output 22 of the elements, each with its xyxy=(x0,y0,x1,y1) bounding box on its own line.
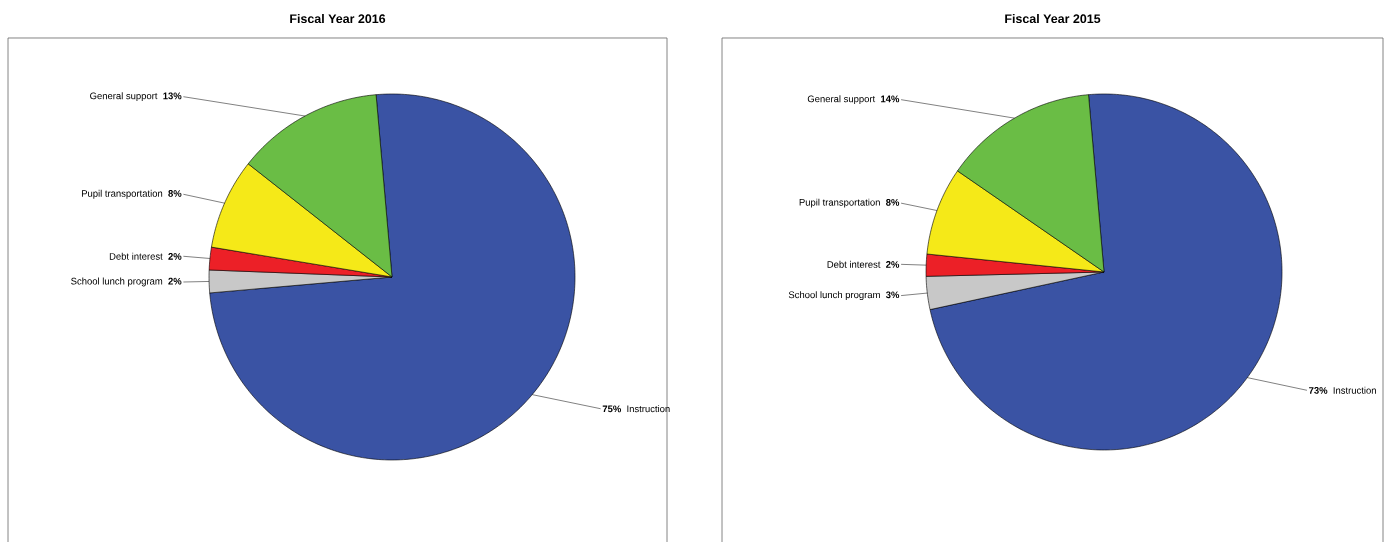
chart-title: Fiscal Year 2015 xyxy=(1005,13,1101,23)
slice-label: Debt interest xyxy=(827,260,881,268)
slice-label: General support xyxy=(90,92,158,101)
data-label: 75% xyxy=(602,405,622,413)
data-label: 8% xyxy=(168,189,182,197)
chart-title: Fiscal Year 2016 xyxy=(290,13,386,23)
slice-label: School lunch program xyxy=(788,290,880,300)
slice-label: Pupil transportation xyxy=(81,189,163,199)
data-label: 2% xyxy=(886,260,900,268)
slice-label: Pupil transportation xyxy=(799,198,880,208)
data-label: 2% xyxy=(168,277,182,285)
slice-label: Instruction xyxy=(1333,386,1376,394)
data-label: 13% xyxy=(163,92,182,100)
slice-label: General support xyxy=(807,95,876,104)
slice-label: Debt interest xyxy=(109,252,163,260)
data-label: 14% xyxy=(881,95,900,103)
data-label: 3% xyxy=(885,291,900,298)
data-label: 73% xyxy=(1309,386,1328,394)
data-label: 8% xyxy=(886,198,900,206)
slice-label: School lunch program xyxy=(71,277,163,287)
slice-label: Instruction xyxy=(627,405,670,413)
data-label: 2% xyxy=(168,252,182,260)
